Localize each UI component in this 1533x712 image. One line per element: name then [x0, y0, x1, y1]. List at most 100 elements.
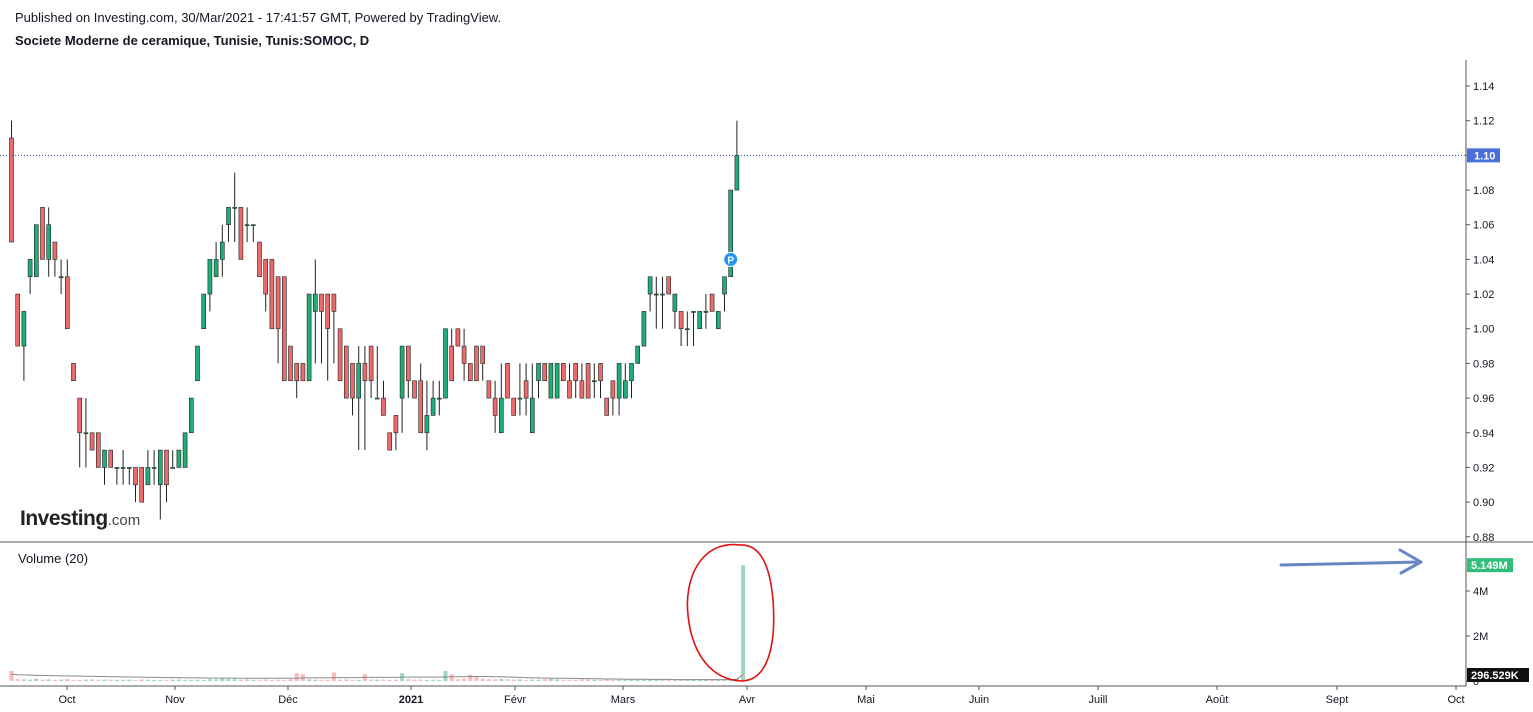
volume-bar: [226, 678, 231, 681]
candle-body: [71, 363, 76, 382]
volume-bar: [251, 679, 256, 681]
candle-body: [269, 259, 275, 330]
candle: [709, 293, 715, 312]
candle-body: [722, 276, 727, 295]
candle-body: [40, 207, 45, 260]
volume-bar: [493, 679, 498, 681]
volume-bar: [548, 678, 553, 681]
volume-bar: [679, 679, 684, 681]
candle-body: [374, 397, 380, 400]
candle-body: [114, 467, 120, 469]
volume-bar: [486, 679, 491, 681]
volume-bar: [722, 679, 727, 681]
candle: [46, 207, 52, 277]
time-tick-label: Oct: [58, 694, 75, 706]
candle: [604, 397, 610, 416]
volume-bar: [207, 679, 212, 681]
candle: [257, 241, 262, 278]
marker-badge: [723, 251, 739, 267]
price-tick-label: 0.90: [1473, 497, 1494, 509]
price-tick-label: 0.98: [1473, 358, 1494, 370]
candle: [350, 363, 355, 416]
volume-bar: [344, 679, 349, 681]
time-tick-label: Oct: [1447, 694, 1464, 706]
candle: [430, 380, 436, 416]
volume-last-label-bg: [1467, 558, 1513, 573]
volume-bar: [530, 679, 535, 681]
candle-body: [133, 467, 138, 486]
candle-body: [139, 467, 144, 503]
volume-bar: [294, 673, 299, 681]
candle: [703, 294, 709, 329]
candle: [15, 293, 20, 347]
volume-bar: [245, 679, 250, 681]
candle-body: [83, 432, 89, 435]
volume-bar: [158, 679, 163, 681]
candle-body: [238, 207, 244, 260]
candle: [207, 259, 213, 312]
volume-bar: [703, 679, 708, 681]
volume-bar: [96, 679, 101, 681]
time-tick-label: Févr: [504, 694, 526, 706]
candle-body: [96, 432, 101, 468]
candle: [89, 432, 95, 451]
candle: [52, 241, 58, 277]
volume-bar: [567, 679, 572, 681]
volume-bar: [598, 679, 603, 681]
last-price-label-bg: [1467, 148, 1500, 163]
candle: [362, 346, 368, 451]
candle: [83, 398, 89, 468]
candle-body: [393, 415, 399, 434]
volume-bar: [83, 679, 88, 681]
candle: [697, 311, 703, 330]
candle-body: [598, 363, 603, 382]
time-tick-label: Mars: [611, 694, 636, 706]
candle: [58, 259, 64, 295]
volume-bar: [59, 679, 64, 681]
candle: [591, 363, 597, 399]
candle-body: [653, 293, 659, 296]
candle: [189, 397, 194, 434]
volume-bar: [524, 679, 529, 681]
candle: [529, 363, 535, 434]
candle: [21, 311, 27, 381]
candle: [666, 276, 672, 295]
candle: [647, 276, 653, 312]
volume-bar: [21, 679, 26, 681]
volume-bar: [313, 679, 318, 681]
candle-body: [244, 224, 250, 227]
candle-body: [189, 397, 194, 434]
candle: [102, 449, 107, 485]
candle: [244, 207, 250, 243]
candle-body: [331, 293, 337, 312]
candle: [306, 293, 312, 382]
candle: [455, 328, 461, 347]
candle: [610, 380, 616, 416]
candle: [108, 449, 113, 468]
candle: [356, 346, 362, 451]
candle-body: [610, 380, 616, 399]
volume-bar: [282, 679, 287, 681]
volume-bar: [393, 679, 398, 681]
published-line: Published on Investing.com, 30/Mar/2021 …: [15, 10, 502, 25]
annotation-circle: [686, 543, 775, 682]
candle: [722, 276, 727, 312]
volume-bar: [145, 679, 150, 681]
volume-bar: [672, 679, 677, 681]
volume-bar: [424, 679, 429, 681]
volume-bar: [660, 679, 665, 681]
volume-bar: [307, 679, 312, 681]
candle: [133, 467, 138, 503]
volume-bar: [455, 679, 460, 681]
volume-bar: [34, 678, 39, 681]
candle: [492, 380, 498, 433]
volume-bar: [232, 679, 237, 681]
candle: [554, 363, 560, 399]
candle-body: [542, 363, 548, 382]
candle-body: [108, 449, 113, 468]
volume-bar: [468, 674, 473, 681]
volume-bar: [102, 679, 107, 681]
candle-body: [715, 311, 721, 330]
candle-body: [517, 397, 523, 400]
